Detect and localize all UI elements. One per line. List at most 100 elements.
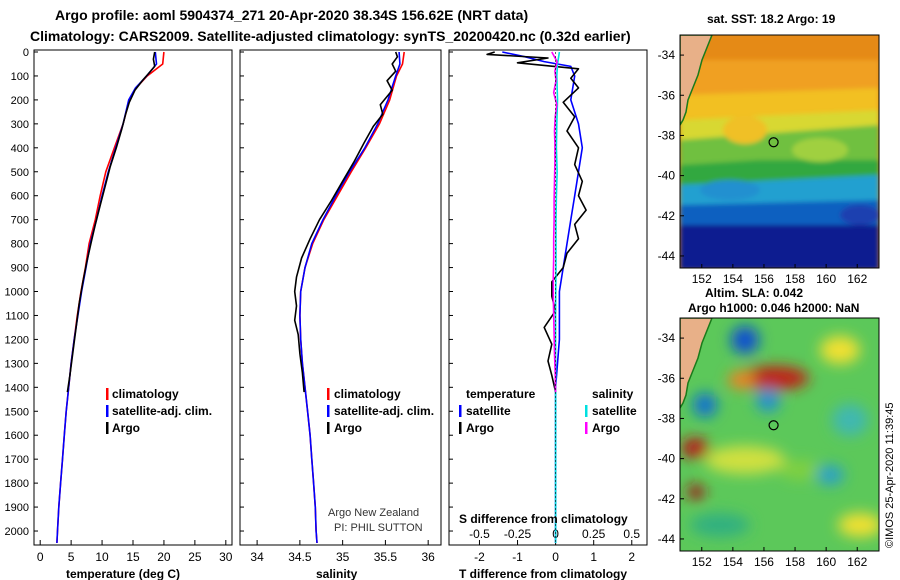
legend-satellite-swatch (106, 405, 109, 417)
lat-tick-label: -38 (658, 411, 676, 425)
legend-sal-argo-label: Argo (592, 421, 620, 435)
australia-landmass (680, 318, 713, 410)
lat-tick-label: -36 (658, 88, 676, 102)
series-line-temperature-argo (486, 51, 587, 393)
top-tick-label: -0.5 (469, 527, 490, 541)
legend-sal-satellite-swatch (585, 405, 588, 417)
temperature-axis: 0 5 10 15 20 25 30 (37, 540, 233, 564)
salinity-axis-label: salinity (316, 567, 358, 580)
float-program-annotation: Argo New Zealand (328, 507, 419, 519)
sst-map-frame (679, 34, 880, 269)
x-tick-label: 20 (157, 550, 171, 564)
x-tick-label: 10 (95, 550, 109, 564)
legend-satellite-label: satellite-adj. clim. (112, 404, 212, 418)
y-tick-label: 1900 (5, 502, 29, 514)
lat-tick-label: -40 (658, 452, 676, 466)
lat-tick-label: -42 (658, 209, 676, 223)
australia-landmass (680, 35, 713, 127)
argo-float-marker (768, 420, 779, 431)
legend-satellite-label: satellite-adj. clim. (334, 404, 434, 418)
lon-tick-label: 154 (723, 272, 743, 286)
temperature-profile-panel: 0100200300400500600700800900100011001200… (5, 47, 233, 580)
y-tick-label: 800 (11, 239, 29, 251)
lat-tick-label: -44 (658, 532, 676, 546)
top-tick-label: 0.5 (623, 527, 640, 541)
lon-tick-label: 152 (692, 272, 712, 286)
difference-plot-frame (448, 49, 648, 546)
legend-climatology-label: climatology (112, 387, 179, 401)
legend-sal-satellite-label: satellite (592, 404, 637, 418)
legend-argo-label: Argo (334, 421, 362, 435)
legend-argo-swatch (327, 422, 330, 434)
legend-temp-satellite-label: satellite (466, 404, 511, 418)
lat-tick-label: -40 (658, 169, 676, 183)
y-tick-label: 1200 (5, 334, 29, 346)
legend-salinity-header: salinity (592, 387, 634, 401)
temperature-difference-axis: -2 -1 0 1 2 (474, 540, 635, 564)
x-tick-label: 15 (126, 550, 140, 564)
y-tick-label: 0 (23, 47, 29, 59)
lon-tick-label: 156 (754, 555, 774, 569)
sst-map-title: sat. SST: 18.2 Argo: 19 (707, 12, 836, 26)
legend-temp-argo-swatch (459, 422, 462, 434)
series-line-satellite-adj-clim- (56, 51, 158, 544)
lon-tick-label: 156 (754, 272, 774, 286)
series-line-salinity-satellite (554, 51, 561, 543)
top-tick-label: -0.25 (504, 527, 532, 541)
salinity-profile-panel: 34 34.5 35 35.5 36 salinity climatology sate… (239, 49, 442, 580)
x-tick-label: -2 (474, 550, 485, 564)
lat-tick-label: -44 (658, 249, 676, 263)
lat-tick-label: -36 (658, 371, 676, 385)
y-tick-label: 300 (11, 119, 29, 131)
x-tick-label: 35.5 (374, 550, 398, 564)
legend-argo-label: Argo (112, 421, 140, 435)
legend-temp-argo-label: Argo (466, 421, 494, 435)
x-tick-label: 35 (336, 550, 350, 564)
lon-tick-label: 162 (847, 272, 867, 286)
x-tick-label: 30 (219, 550, 233, 564)
depth-axis: 0 100 200 300 400 500 600 700 800 900 1000 1100 1200… (5, 47, 38, 538)
x-tick-label: 34 (250, 550, 264, 564)
sst-map: 152 154 156 158 160 162 -34 -36 -38 -40 -42 -44 (658, 34, 880, 286)
x-tick-label: 1 (590, 550, 597, 564)
pi-annotation: PI: PHIL SUTTON (334, 522, 423, 534)
legend-climatology-swatch (106, 388, 109, 400)
y-tick-label: 700 (11, 215, 29, 227)
y-tick-label: 1600 (5, 430, 29, 442)
y-tick-label: 1000 (5, 287, 29, 299)
x-tick-label: -1 (512, 550, 523, 564)
lon-tick-label: 162 (847, 555, 867, 569)
series-line-argo (66, 51, 156, 393)
y-tick-label: 400 (11, 143, 29, 155)
imos-credit: ©IMOS 25-Apr-2020 11:39:45 (884, 403, 896, 548)
series-line-argo (293, 51, 399, 393)
salinity-difference-axis-label: S difference from climatology (459, 512, 628, 526)
argo-float-marker (768, 137, 779, 148)
lat-tick-label: -34 (658, 331, 676, 345)
y-tick-label: 500 (11, 167, 29, 179)
legend-argo-swatch (106, 422, 109, 434)
title-line-2: Climatology: CARS2009. Satellite-adjuste… (30, 28, 631, 44)
y-tick-label: 1700 (5, 454, 29, 466)
sla-map: 152 154 156 158 160 162 -34 -36 -38 -40 -42 -44 (658, 317, 880, 569)
legend-temperature-header: temperature (466, 387, 536, 401)
lon-tick-label: 154 (723, 555, 743, 569)
salinity-axis: 34 34.5 35 35.5 36 (250, 540, 435, 564)
x-tick-label: 0 (552, 550, 559, 564)
temperature-legend: climatology satellite-adj. clim. Argo (106, 387, 212, 435)
x-tick-label: 36 (421, 550, 435, 564)
x-tick-label: 34.5 (288, 550, 312, 564)
y-tick-label: 1400 (5, 382, 29, 394)
legend-sal-argo-swatch (585, 422, 588, 434)
lon-tick-label: 160 (816, 272, 836, 286)
y-tick-label: 1800 (5, 478, 29, 490)
y-tick-label: 100 (11, 71, 29, 83)
y-tick-label: 1500 (5, 406, 29, 418)
x-tick-label: 25 (188, 550, 202, 564)
y-tick-label: 200 (11, 95, 29, 107)
legend-climatology-swatch (327, 388, 330, 400)
salinity-difference-axis: -0.5 -0.25 0 0.25 0.5 (469, 527, 640, 541)
y-tick-label: 600 (11, 191, 29, 203)
temperature-axis-label: temperature (deg C) (66, 567, 180, 580)
